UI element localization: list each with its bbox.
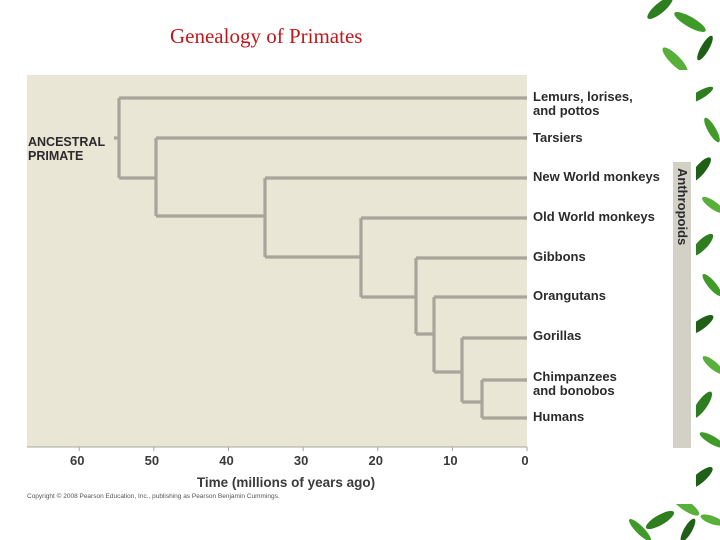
- axis-tick-label: 10: [443, 453, 457, 468]
- taxon-labels: Lemurs, lorises, and pottos Tarsiers New…: [533, 89, 660, 424]
- axis-ticks: [78, 447, 528, 451]
- taxon-lemurs-line-2: and pottos: [533, 103, 599, 118]
- taxon-gorillas: Gorillas: [533, 328, 581, 343]
- leaf-shape: [645, 510, 675, 530]
- taxon-chimpanzees: Chimpanzees and bonobos: [533, 369, 620, 398]
- copyright-notice: Copyright © 2008 Pearson Education, Inc.…: [27, 492, 280, 500]
- leaf-shape: [662, 47, 688, 73]
- leaf-shape: [647, 0, 673, 19]
- leaf-shape: [702, 356, 720, 374]
- taxon-lemurs-line-1: Lemurs, lorises,: [533, 89, 633, 104]
- leaf-shape: [690, 233, 714, 257]
- taxon-tarsiers: Tarsiers: [533, 130, 583, 145]
- axis-tick-labels: 60 50 40 30 20 10 0: [70, 453, 529, 468]
- taxon-orangutans: Orangutans: [533, 288, 606, 303]
- leaf-shape: [697, 35, 713, 61]
- leaf-shape: [702, 196, 720, 214]
- leaf-shape: [674, 12, 706, 32]
- axis-tick-label: 40: [219, 453, 233, 468]
- time-axis: 60 50 40 30 20 10 0 Time (millions of years ag…: [27, 446, 529, 490]
- axis-title: Time (millions of years ago): [197, 475, 375, 490]
- leaf-shape: [702, 273, 720, 297]
- axis-tick-label: 0: [521, 453, 528, 468]
- tree-branches: [114, 96, 527, 420]
- axis-tick-label: 30: [294, 453, 308, 468]
- slide-title: Genealogy of Primates: [170, 24, 363, 48]
- taxon-chimpanzees-line-1: Chimpanzees: [533, 369, 617, 384]
- root-label: ANCESTRAL PRIMATE: [28, 135, 108, 163]
- axis-tick-label: 60: [70, 453, 84, 468]
- leaf-border-decoration: [629, 0, 720, 540]
- anthropoids-bracket: [673, 162, 691, 448]
- leaf-shape: [699, 432, 720, 448]
- taxon-humans: Humans: [533, 409, 584, 424]
- taxon-old-world-monkeys: Old World monkeys: [533, 209, 655, 224]
- taxon-lemurs: Lemurs, lorises, and pottos: [533, 89, 636, 118]
- plot-area: [27, 75, 527, 447]
- leaf-shape: [704, 117, 720, 143]
- taxon-new-world-monkeys: New World monkeys: [533, 169, 660, 184]
- root-label-line-1: ANCESTRAL: [28, 135, 105, 149]
- axis-tick-label: 50: [145, 453, 159, 468]
- leaf-shape: [691, 391, 713, 419]
- leaf-shape: [680, 518, 696, 540]
- leaf-shape: [629, 519, 651, 540]
- taxon-chimpanzees-line-2: and bonobos: [533, 383, 615, 398]
- leaf-shape: [700, 514, 720, 526]
- taxon-gibbons: Gibbons: [533, 249, 586, 264]
- anthropoids-label: Anthropoids: [675, 168, 690, 245]
- axis-tick-label: 20: [369, 453, 383, 468]
- root-label-line-2: PRIMATE: [28, 149, 83, 163]
